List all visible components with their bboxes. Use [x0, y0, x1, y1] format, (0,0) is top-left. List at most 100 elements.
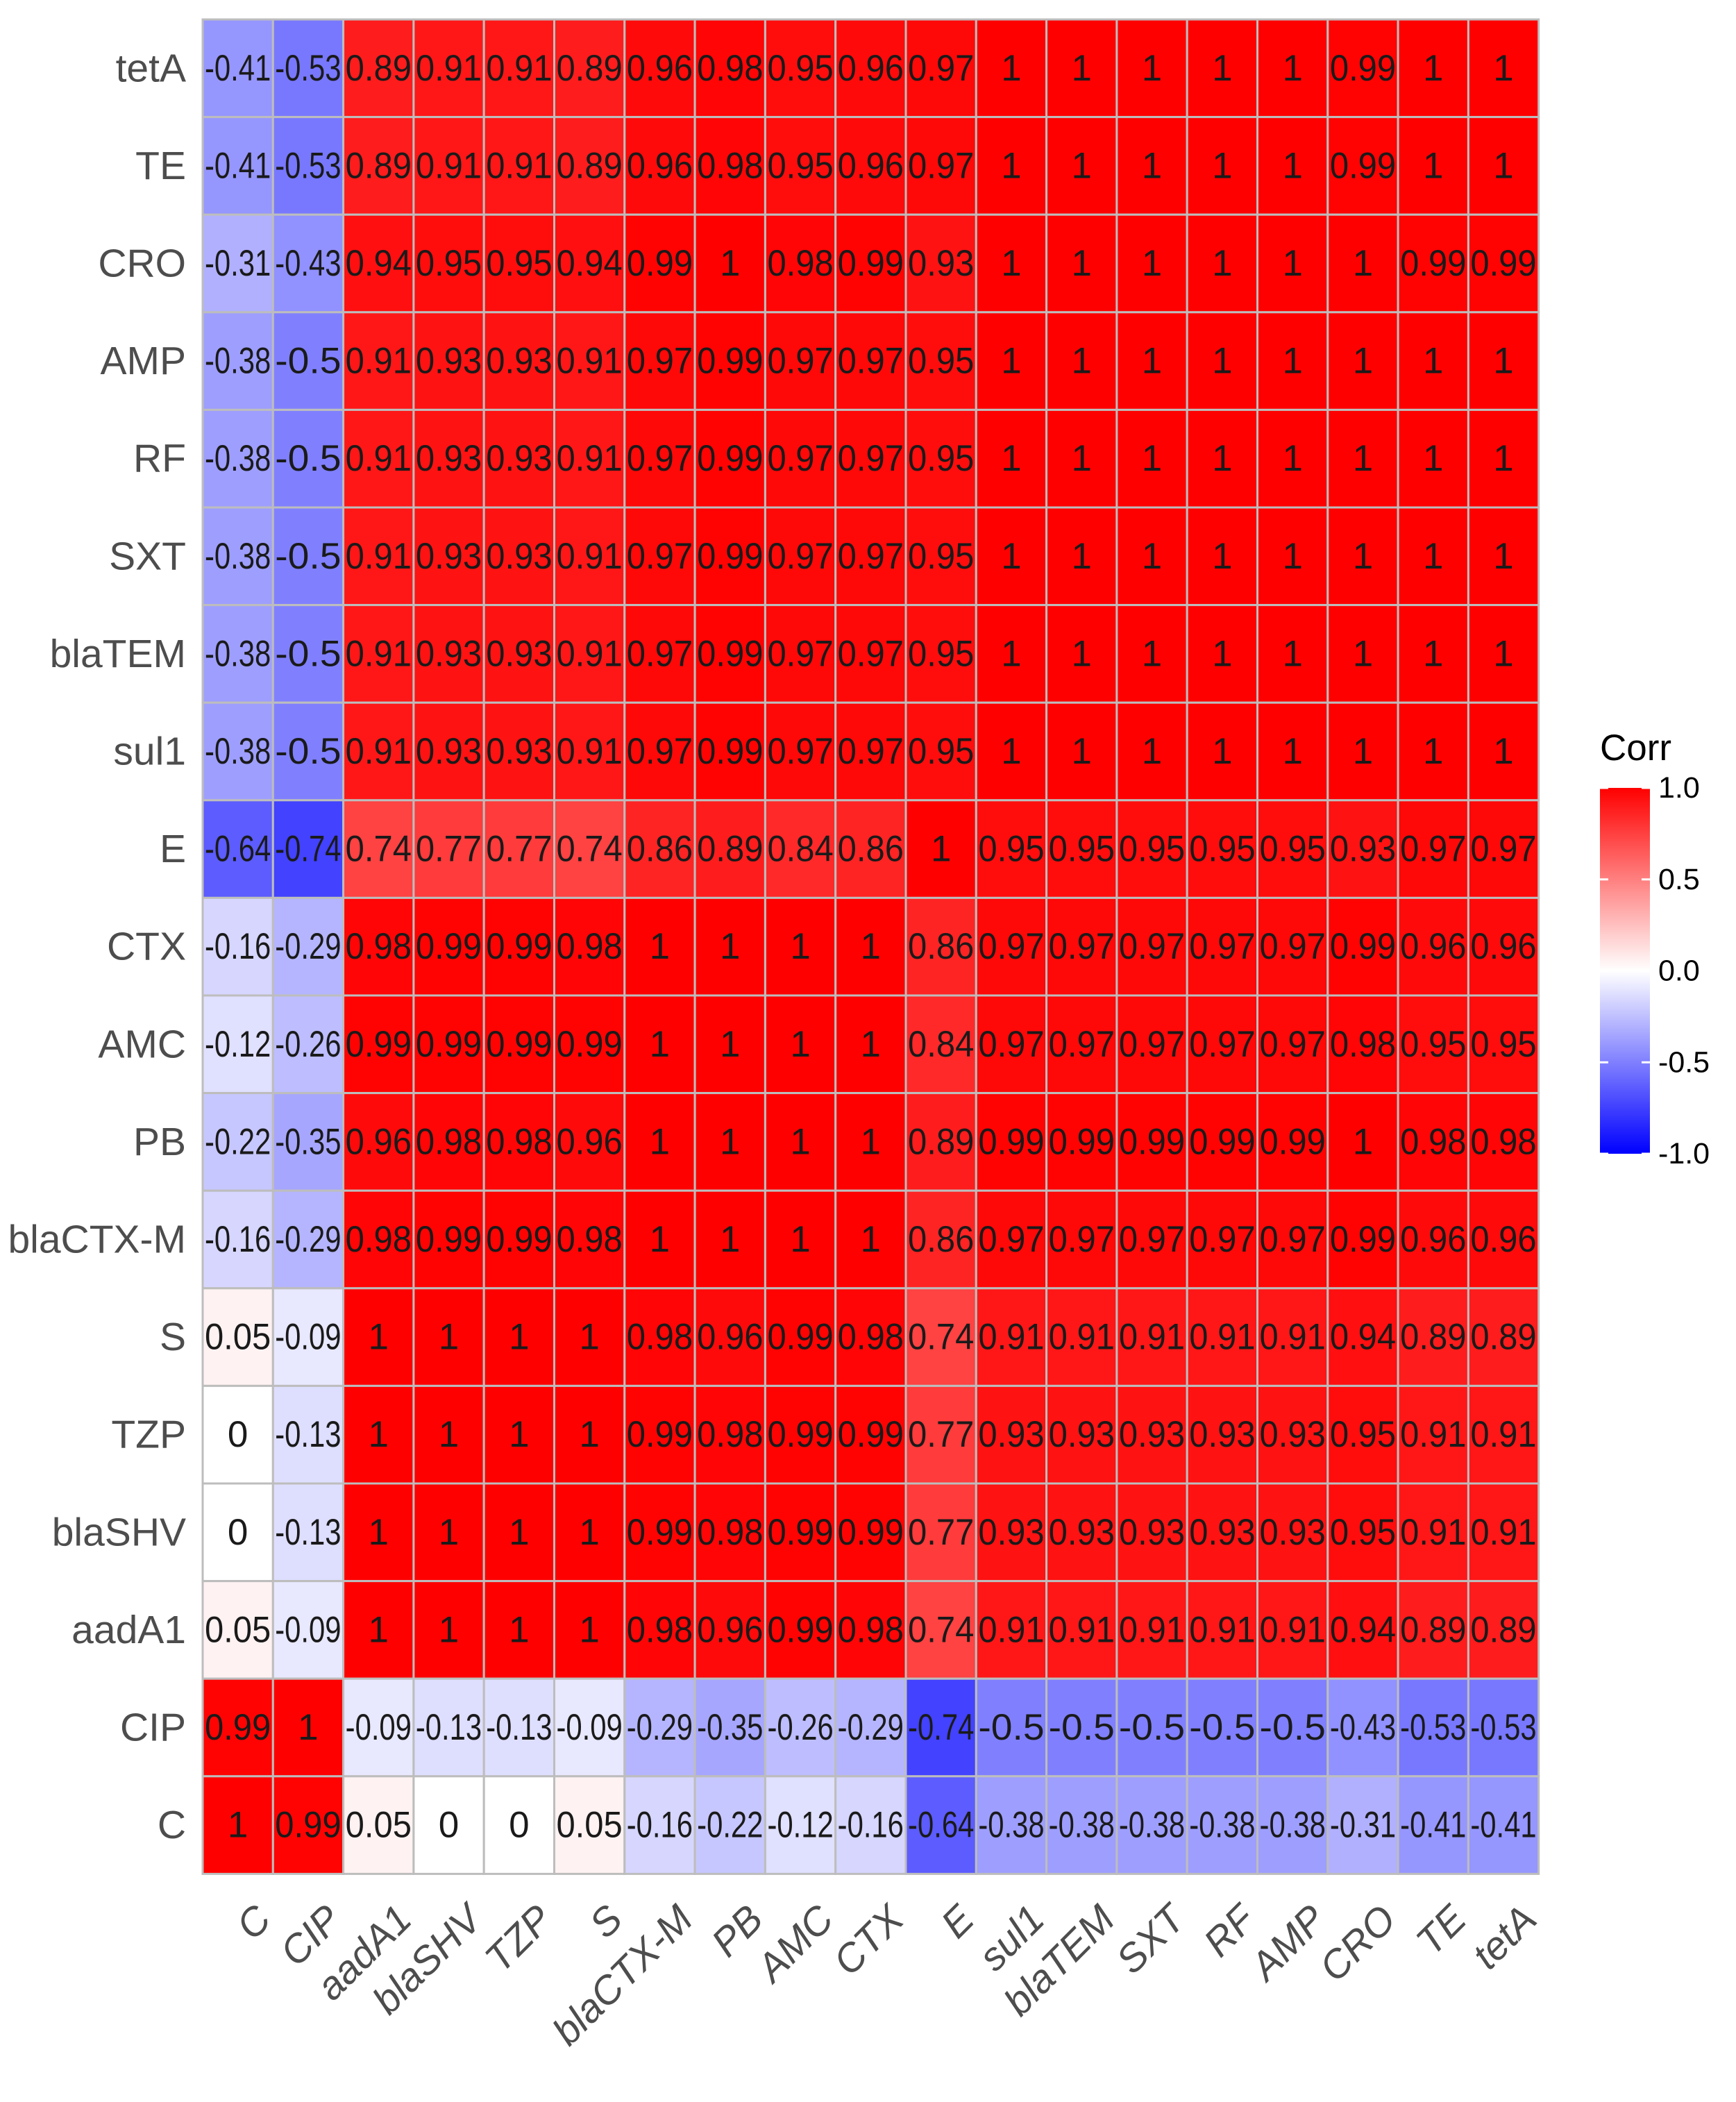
cell-value-label: 0.98	[627, 1609, 693, 1650]
heatmap-cell	[1115, 604, 1188, 704]
heatmap-cell	[553, 408, 626, 509]
row-tick-label: tetA	[116, 46, 186, 90]
heatmap-cell	[271, 408, 345, 509]
cell-value-label: 0.97	[838, 633, 904, 674]
cell-value-label: 1	[509, 1609, 529, 1650]
heatmap-cell	[1326, 994, 1399, 1095]
heatmap-cell	[975, 506, 1048, 607]
cell-value-label: -0.41	[205, 145, 271, 186]
cell-value-label: 0.74	[908, 1317, 974, 1358]
heatmap-cell	[834, 213, 907, 314]
column-tick-label: tetA	[1464, 1897, 1545, 1978]
cell-value-label: 1	[1282, 731, 1302, 772]
heatmap-cell	[342, 408, 415, 509]
cell-value-label: -0.38	[1049, 1805, 1115, 1846]
cell-value-label: 0.97	[1260, 926, 1326, 967]
cell-value-label: 0.93	[1330, 829, 1396, 870]
cell-value-label: -0.26	[275, 1024, 341, 1065]
row-tick-label: SXT	[109, 534, 186, 578]
cell-value-label: 0.91	[346, 341, 412, 382]
cell-value-label: 1	[1072, 48, 1092, 89]
heatmap-cell	[975, 1580, 1048, 1680]
cell-value-label: -0.16	[205, 1219, 271, 1260]
column-tick-label: CTX	[825, 1896, 913, 1984]
row-tick-label: TE	[135, 144, 186, 188]
cell-value-label: 0.93	[1260, 1414, 1326, 1455]
cell-value-label: 1	[650, 1024, 670, 1065]
cell-value-label: 0.93	[486, 536, 552, 577]
cell-value-label: 1	[650, 1219, 670, 1260]
heatmap-cell	[271, 1092, 345, 1192]
heatmap-cell	[201, 1092, 274, 1192]
heatmap-cell	[1045, 1092, 1118, 1192]
heatmap-cell	[1256, 18, 1329, 119]
heatmap-cell	[1467, 1677, 1540, 1778]
cell-value-label: -0.5	[1119, 1707, 1185, 1748]
cell-value-label: -0.38	[205, 438, 271, 479]
cell-value-label: 0.95	[908, 731, 974, 772]
cell-value-label: 0.97	[1189, 1024, 1255, 1065]
cell-value-label: 0.84	[767, 829, 833, 870]
heatmap-cell	[904, 1189, 977, 1290]
cell-value-label: 0.91	[1260, 1317, 1326, 1358]
cell-value-label: 0.84	[908, 1024, 974, 1065]
cell-value-label: -0.13	[275, 1414, 341, 1455]
cell-value-label: 0.97	[767, 731, 833, 772]
cell-value-label: 0.97	[908, 48, 974, 89]
legend-tick-label: 0.0	[1658, 955, 1700, 988]
heatmap-cell	[1256, 1287, 1329, 1387]
row-tick-label: TZP	[111, 1413, 186, 1457]
heatmap-cell	[834, 1287, 907, 1387]
heatmap-cell	[482, 701, 556, 802]
cell-value-label: 0.95	[978, 829, 1044, 870]
cell-value-label: 0.74	[908, 1609, 974, 1650]
cell-value-label: 0.95	[1400, 1024, 1466, 1065]
cell-value-label: 0.89	[556, 145, 622, 186]
cell-value-label: -0.38	[205, 731, 271, 772]
cell-value-label: 0.95	[908, 341, 974, 382]
cell-value-label: -0.13	[275, 1512, 341, 1553]
heatmap-cell	[834, 604, 907, 704]
cell-value-label: 1	[1001, 243, 1021, 284]
cell-value-label: 0.91	[346, 536, 412, 577]
heatmap-cell	[975, 1092, 1048, 1192]
cell-value-label: -0.64	[908, 1805, 974, 1846]
row-tick-label: CIP	[120, 1706, 186, 1750]
cell-value-label: 0.97	[838, 731, 904, 772]
heatmap-cell	[271, 1287, 345, 1387]
heatmap-cell	[904, 213, 977, 314]
cell-value-label: -0.26	[767, 1707, 833, 1748]
heatmap-cell	[1186, 1482, 1258, 1583]
heatmap-cell	[412, 311, 485, 411]
heatmap-cell	[1256, 896, 1329, 997]
cell-value-label: 0.99	[767, 1609, 833, 1650]
cell-value-label: 0	[439, 1805, 459, 1846]
heatmap-cell	[342, 994, 415, 1095]
cell-value-label: 1	[1353, 341, 1373, 382]
heatmap-cell	[975, 1482, 1048, 1583]
heatmap-cell	[412, 604, 485, 704]
heatmap-cell	[623, 896, 696, 997]
heatmap-cell	[1467, 1092, 1540, 1192]
cell-value-label: 1	[579, 1609, 599, 1650]
cell-value-label: 0.91	[486, 48, 552, 89]
cell-value-label: -0.16	[627, 1805, 693, 1846]
heatmap-cell	[1045, 1482, 1118, 1583]
cell-value-label: 0.91	[978, 1317, 1044, 1358]
heatmap-cell	[271, 116, 345, 216]
heatmap-cell	[1397, 1092, 1469, 1192]
heatmap-cell	[623, 604, 696, 704]
cell-value-label: 1	[1353, 438, 1373, 479]
cell-value-label: 1	[1001, 48, 1021, 89]
cell-value-label: -0.64	[205, 829, 271, 870]
cell-value-label: 0.99	[1189, 1121, 1255, 1162]
cell-value-label: -0.31	[205, 243, 271, 284]
heatmap-cell	[764, 116, 837, 216]
cell-value-label: 1	[1072, 341, 1092, 382]
cell-value-label: 1	[1493, 731, 1513, 772]
column-tick-label: AMP	[1241, 1897, 1335, 1990]
cell-value-label: 0.91	[556, 731, 622, 772]
cell-value-label: 0.96	[1470, 1219, 1536, 1260]
row-tick-label: blaTEM	[50, 632, 186, 676]
